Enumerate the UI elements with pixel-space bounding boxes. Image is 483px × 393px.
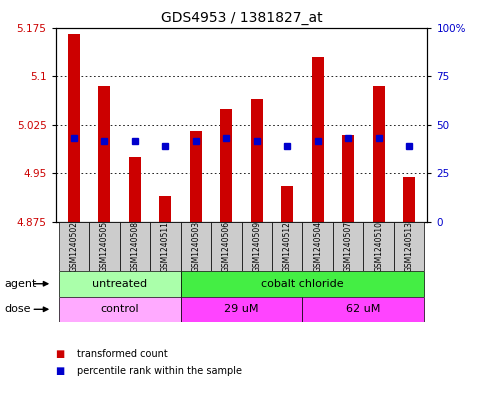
Text: transformed count: transformed count: [77, 349, 168, 359]
Bar: [333, 222, 363, 271]
Text: agent: agent: [5, 279, 37, 289]
Text: GSM1240512: GSM1240512: [283, 221, 292, 272]
Text: GSM1240509: GSM1240509: [252, 221, 261, 272]
Text: GSM1240511: GSM1240511: [161, 221, 170, 272]
Bar: [150, 222, 181, 271]
Text: control: control: [100, 305, 139, 314]
Bar: [68, 34, 80, 222]
Text: cobalt chloride: cobalt chloride: [261, 279, 344, 289]
Text: percentile rank within the sample: percentile rank within the sample: [77, 366, 242, 376]
Bar: [181, 222, 211, 271]
Text: GSM1240504: GSM1240504: [313, 221, 322, 272]
Bar: [302, 222, 333, 271]
Bar: [89, 222, 120, 271]
Title: GDS4953 / 1381827_at: GDS4953 / 1381827_at: [161, 11, 322, 25]
Bar: [394, 222, 425, 271]
Bar: [120, 222, 150, 271]
Bar: [372, 86, 385, 222]
Bar: [242, 222, 272, 271]
Bar: [220, 108, 232, 222]
Text: GSM1240507: GSM1240507: [344, 221, 353, 272]
Text: GSM1240503: GSM1240503: [191, 221, 200, 272]
Bar: [342, 134, 355, 222]
Bar: [281, 186, 293, 222]
Text: GSM1240508: GSM1240508: [130, 221, 139, 272]
Bar: [403, 177, 415, 222]
Text: GSM1240510: GSM1240510: [374, 221, 383, 272]
Bar: [181, 271, 425, 297]
Bar: [58, 222, 89, 271]
Bar: [58, 297, 181, 322]
Text: untreated: untreated: [92, 279, 147, 289]
Text: ■: ■: [56, 349, 65, 359]
Bar: [251, 99, 263, 222]
Bar: [211, 222, 242, 271]
Bar: [128, 157, 141, 222]
Text: 62 uM: 62 uM: [346, 305, 381, 314]
Bar: [272, 222, 302, 271]
Text: GSM1240513: GSM1240513: [405, 221, 413, 272]
Text: dose: dose: [5, 304, 31, 314]
Text: ■: ■: [56, 366, 65, 376]
Bar: [302, 297, 425, 322]
Text: GSM1240506: GSM1240506: [222, 221, 231, 272]
Bar: [98, 86, 111, 222]
Text: 29 uM: 29 uM: [224, 305, 259, 314]
Bar: [363, 222, 394, 271]
Text: GSM1240505: GSM1240505: [100, 221, 109, 272]
Bar: [159, 196, 171, 222]
Text: GSM1240502: GSM1240502: [70, 221, 78, 272]
Bar: [190, 131, 202, 222]
Bar: [181, 297, 302, 322]
Bar: [312, 57, 324, 222]
Bar: [58, 271, 181, 297]
